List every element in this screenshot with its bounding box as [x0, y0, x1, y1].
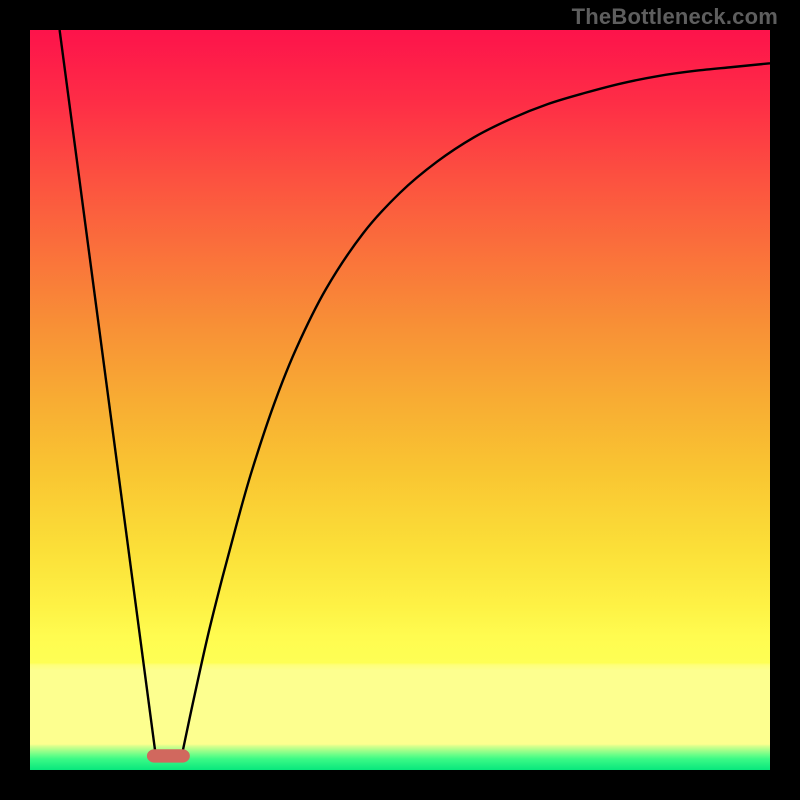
watermark-text: TheBottleneck.com	[572, 4, 778, 30]
bottleneck-chart	[30, 30, 770, 770]
vertex-marker	[147, 749, 190, 762]
chart-frame: TheBottleneck.com	[0, 0, 800, 800]
chart-background	[30, 30, 770, 770]
